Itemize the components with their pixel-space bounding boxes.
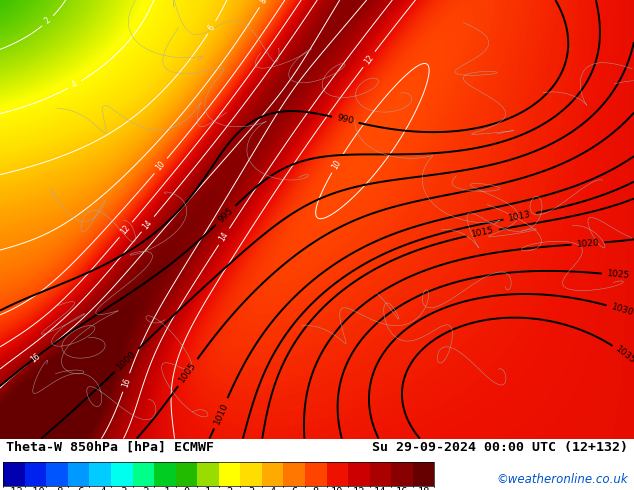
Text: 0: 0 — [183, 488, 190, 490]
Bar — [154, 462, 176, 486]
Text: -6: -6 — [72, 488, 85, 490]
Text: 1030: 1030 — [610, 302, 634, 318]
Text: Su 29-09-2024 00:00 UTC (12+132): Su 29-09-2024 00:00 UTC (12+132) — [372, 441, 628, 454]
Text: 16: 16 — [29, 352, 42, 365]
Bar — [413, 462, 434, 486]
Bar — [348, 462, 370, 486]
Text: 6: 6 — [291, 488, 297, 490]
Text: 8: 8 — [258, 0, 268, 5]
Text: 8: 8 — [313, 488, 319, 490]
Text: -4: -4 — [94, 488, 107, 490]
Bar — [370, 462, 391, 486]
Bar — [283, 462, 305, 486]
Text: 995: 995 — [216, 206, 235, 224]
Bar — [391, 462, 413, 486]
Text: -8: -8 — [51, 488, 63, 490]
Text: 4: 4 — [70, 79, 79, 90]
Text: ©weatheronline.co.uk: ©weatheronline.co.uk — [496, 473, 628, 486]
Text: 16: 16 — [396, 488, 408, 490]
Bar — [197, 462, 219, 486]
Text: 1005: 1005 — [178, 361, 198, 385]
Text: 1020: 1020 — [576, 238, 600, 249]
Bar — [89, 462, 111, 486]
Bar — [219, 462, 240, 486]
Text: 10: 10 — [330, 158, 343, 171]
Text: 6: 6 — [207, 23, 217, 32]
Text: 10: 10 — [331, 488, 344, 490]
Text: 1000: 1000 — [115, 349, 138, 372]
Bar — [262, 462, 283, 486]
Text: -10: -10 — [26, 488, 45, 490]
Text: 990: 990 — [336, 114, 354, 126]
Bar — [240, 462, 262, 486]
Text: 18: 18 — [417, 488, 430, 490]
Text: -3: -3 — [115, 488, 128, 490]
Text: 2: 2 — [43, 16, 53, 26]
Bar — [327, 462, 348, 486]
Text: 1035: 1035 — [614, 345, 634, 366]
Text: 1013: 1013 — [507, 210, 532, 223]
Text: Theta-W 850hPa [hPa] ECMWF: Theta-W 850hPa [hPa] ECMWF — [6, 441, 214, 454]
Bar — [176, 462, 197, 486]
Text: 12: 12 — [119, 223, 133, 236]
Text: 14: 14 — [374, 488, 387, 490]
Bar — [46, 462, 68, 486]
Text: 12: 12 — [353, 488, 365, 490]
Text: 14: 14 — [217, 230, 230, 243]
Text: 1015: 1015 — [471, 226, 495, 240]
Text: 2: 2 — [226, 488, 233, 490]
Text: 1025: 1025 — [606, 270, 630, 281]
Text: 1: 1 — [205, 488, 211, 490]
Bar — [68, 462, 89, 486]
Text: 16: 16 — [120, 376, 132, 389]
Bar — [3, 462, 25, 486]
Text: 1010: 1010 — [212, 401, 230, 426]
Text: 3: 3 — [248, 488, 254, 490]
Text: -12: -12 — [4, 488, 23, 490]
Text: 10: 10 — [154, 159, 167, 172]
Bar — [133, 462, 154, 486]
Text: 14: 14 — [141, 218, 154, 231]
Text: 4: 4 — [269, 488, 276, 490]
Text: 12: 12 — [363, 53, 375, 66]
Bar — [305, 462, 327, 486]
Text: -2: -2 — [137, 488, 150, 490]
Bar — [111, 462, 133, 486]
Bar — [25, 462, 46, 486]
Text: -1: -1 — [158, 488, 171, 490]
